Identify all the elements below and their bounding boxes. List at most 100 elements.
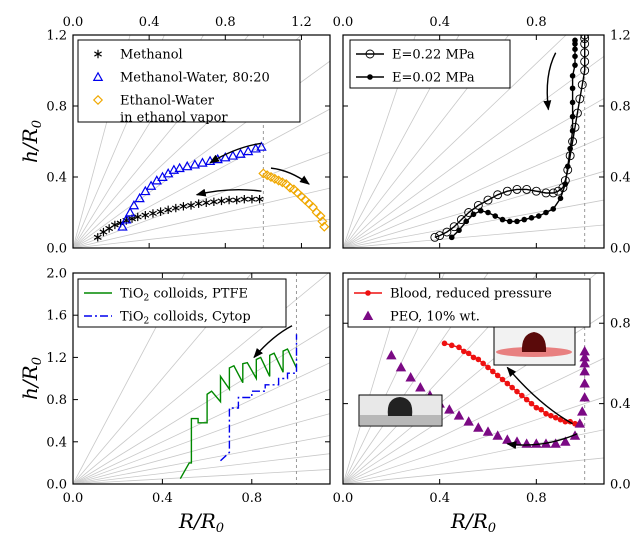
- annotation-arrow: [253, 325, 293, 359]
- data-point: [535, 213, 542, 219]
- y-axis-title: h/R0: [18, 120, 45, 163]
- series-1: [117, 141, 267, 231]
- data-point: [548, 188, 558, 198]
- data-point: [499, 216, 506, 223]
- annotation-arrow: [270, 167, 310, 185]
- panel-bottom-left: 0.0 0.4 0.80.00.40.81.21.62.0h/R0R/R0TiO2 …: [18, 267, 331, 536]
- inset-droplet: [521, 332, 547, 352]
- legend-box: [347, 278, 591, 328]
- legend-label-part: colloids, Cytop: [149, 310, 250, 325]
- y-title-sub: 0: [30, 120, 45, 128]
- data-point: [449, 222, 459, 232]
- data-point: [580, 35, 590, 43]
- data-point: [579, 378, 590, 388]
- data-point: [541, 188, 551, 198]
- data-point: [580, 66, 590, 75]
- y-tick-label: 0.8: [610, 100, 631, 115]
- legend-label: TiO2 colloids, Cytop: [120, 310, 251, 327]
- y-tick-label: 0.4: [46, 171, 67, 186]
- legend: E=0.22 MPa E=0.02 MPa: [349, 39, 511, 89]
- guide-line: [343, 55, 604, 248]
- annotation-arrow: [195, 188, 262, 197]
- y-title-main: h/R: [18, 128, 42, 163]
- data-point: [528, 215, 535, 221]
- legend-label: in ethanol vapor: [120, 111, 228, 126]
- legend-marker: [362, 310, 374, 320]
- data-point: [523, 396, 530, 403]
- data-point: [435, 231, 445, 241]
- data-point: [395, 362, 407, 372]
- y-tick-label: 0.4: [610, 171, 631, 186]
- data-point: [557, 416, 564, 423]
- guide-line: [73, 453, 330, 484]
- data-point: [579, 351, 590, 362]
- data-point: [319, 221, 330, 232]
- axes-frame: [342, 34, 605, 249]
- data-point: [134, 192, 145, 203]
- legend-label: Methanol: [120, 48, 183, 63]
- x-tick-label: 0.4: [429, 491, 450, 506]
- legend-label: TiO2 colloids, PTFE: [120, 287, 248, 304]
- data-point: [197, 157, 208, 167]
- data-point: [548, 412, 554, 419]
- series-0: [430, 35, 590, 242]
- data-point: [557, 195, 564, 202]
- data-point: [465, 350, 472, 357]
- series-line: [220, 334, 298, 462]
- series-0: [93, 194, 264, 242]
- legend-label: Blood, reduced pressure: [390, 287, 552, 302]
- data-point: [502, 434, 513, 444]
- guide-line: [73, 151, 330, 248]
- legend-label-part: TiO: [120, 310, 144, 325]
- data-point: [227, 150, 239, 160]
- data-point: [442, 227, 452, 237]
- legend-marker: [365, 290, 371, 296]
- guide-line: [343, 136, 604, 248]
- data-point: [502, 186, 512, 196]
- y-title-main: h/R: [18, 365, 42, 400]
- guide-line: [343, 224, 604, 248]
- data-point: [145, 180, 157, 190]
- data-point: [580, 35, 590, 40]
- data-point: [456, 227, 462, 234]
- data-point: [182, 160, 193, 171]
- x-tick-label: 0.8: [526, 15, 547, 30]
- data-point: [492, 430, 503, 440]
- series-1: [448, 37, 578, 241]
- data-point: [463, 218, 470, 225]
- x-tick-label: 0.8: [215, 15, 236, 30]
- data-point: [577, 80, 587, 90]
- y-tick-label: 1.2: [46, 351, 67, 366]
- guide-line: [343, 199, 604, 248]
- data-point: [470, 211, 477, 218]
- data-point: [569, 85, 576, 92]
- legend-marker: [92, 94, 104, 106]
- data-point: [579, 345, 590, 356]
- data-point: [519, 392, 525, 399]
- data-point: [579, 392, 590, 402]
- y-tick-label: 0.4: [610, 397, 631, 412]
- plot-area: [73, 35, 330, 248]
- data-point: [577, 406, 588, 416]
- x-tick-label: 0.4: [139, 15, 160, 30]
- data-point: [248, 194, 256, 204]
- legend-label-sub: 2: [144, 317, 150, 327]
- data-point: [485, 364, 491, 371]
- y-tick-label: 2.0: [46, 267, 67, 282]
- data-point: [579, 366, 590, 376]
- data-point: [521, 438, 532, 448]
- data-point: [480, 360, 486, 367]
- legend: Methanol Methanol-Water, 80:20 Ethanol-Wat…: [77, 39, 301, 126]
- data-point: [552, 414, 559, 421]
- x-tick-label: 1.2: [291, 15, 312, 30]
- data-point: [531, 186, 541, 196]
- panel-top-left: 0.0 0.4 0.8 1.20.00.40.81.2h/R0MethanolMeth…: [18, 15, 331, 257]
- inset-droplet: [387, 397, 413, 416]
- guide-line: [343, 429, 604, 484]
- data-point: [568, 137, 578, 146]
- x-title-main: R/R: [178, 509, 216, 533]
- guide-line: [73, 325, 330, 484]
- data-point: [574, 418, 586, 428]
- data-point: [448, 234, 455, 241]
- data-point: [256, 141, 267, 151]
